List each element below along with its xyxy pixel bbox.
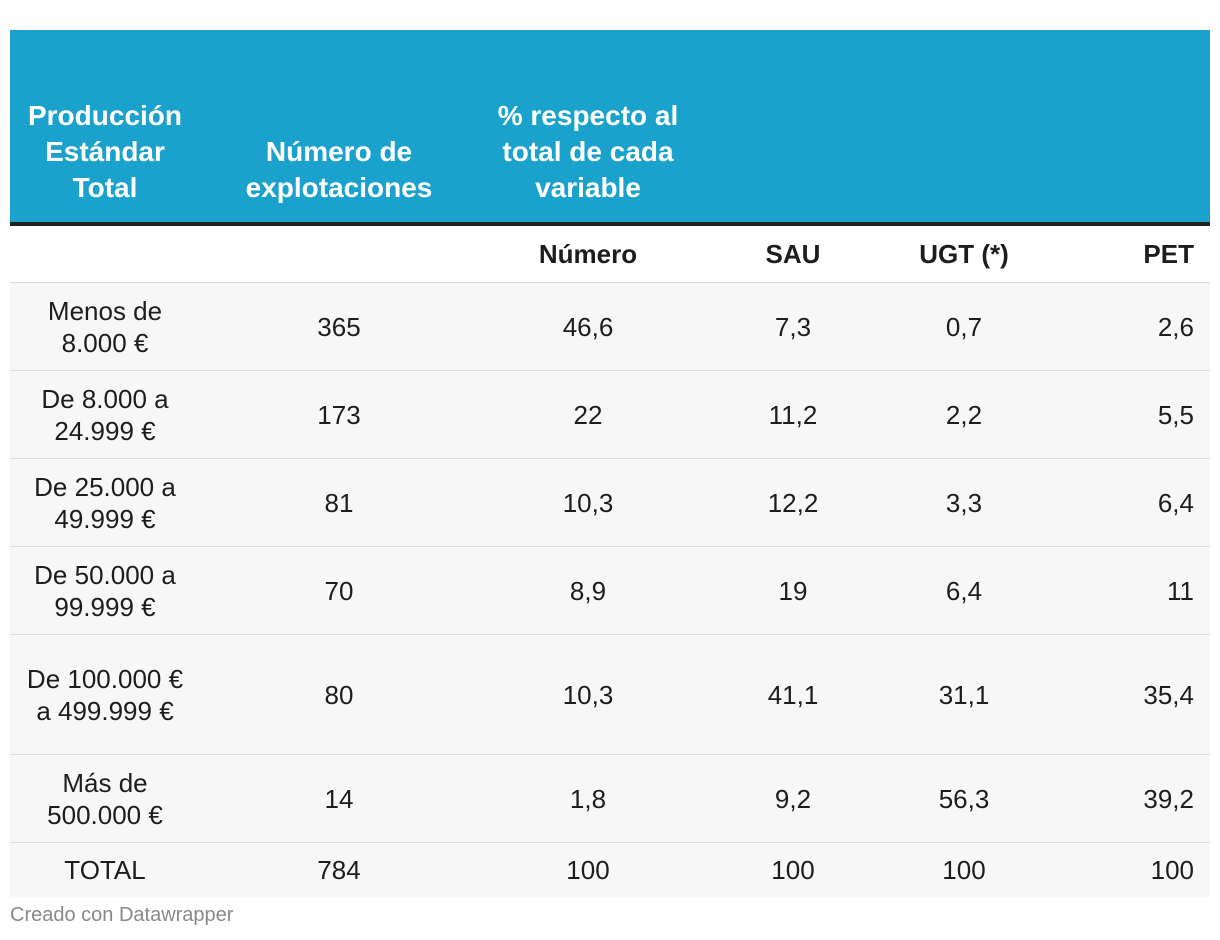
cell-numero: 10,3 [478, 458, 698, 547]
cell-numero: 10,3 [478, 634, 698, 755]
row-label: De 8.000 a 24.999 € [10, 370, 200, 459]
cell-explotaciones: 14 [200, 754, 478, 843]
cell-explotaciones: 80 [200, 634, 478, 755]
data-table: Producción Estándar Total Número de expl… [10, 30, 1210, 897]
table-row: Más de 500.000 € 14 1,8 9,2 56,3 39,2 [10, 754, 1210, 843]
table-row: De 8.000 a 24.999 € 173 22 11,2 2,2 5,5 [10, 370, 1210, 459]
cell-numero: 46,6 [478, 282, 698, 371]
cell-numero: 1,8 [478, 754, 698, 843]
header-empty-4 [698, 30, 888, 226]
header-produccion: Producción Estándar Total [10, 30, 200, 226]
cell-ugt: 3,3 [888, 458, 1040, 547]
row-label: De 100.000 € a 499.999 € [10, 634, 200, 755]
table-row-total: TOTAL 784 100 100 100 100 [10, 842, 1210, 897]
cell-explotaciones: 784 [200, 842, 478, 897]
table-subheader-row: Número SAU UGT (*) PET [10, 224, 1210, 283]
table-row: De 50.000 a 99.999 € 70 8,9 19 6,4 11 [10, 546, 1210, 635]
cell-pet: 35,4 [1040, 634, 1210, 755]
cell-pet: 6,4 [1040, 458, 1210, 547]
subheader-ugt: UGT (*) [888, 224, 1040, 283]
subheader-empty-2 [200, 224, 478, 283]
header-empty-5 [888, 30, 1040, 226]
table-row: De 25.000 a 49.999 € 81 10,3 12,2 3,3 6,… [10, 458, 1210, 547]
cell-pet: 100 [1040, 842, 1210, 897]
row-label: De 25.000 a 49.999 € [10, 458, 200, 547]
data-table-container: Producción Estándar Total Número de expl… [10, 30, 1210, 897]
header-numero-explotaciones: Número de explotaciones [200, 30, 478, 226]
cell-explotaciones: 81 [200, 458, 478, 547]
subheader-numero: Número [478, 224, 698, 283]
cell-ugt: 2,2 [888, 370, 1040, 459]
cell-explotaciones: 173 [200, 370, 478, 459]
table-header-row: Producción Estándar Total Número de expl… [10, 30, 1210, 226]
cell-ugt: 100 [888, 842, 1040, 897]
cell-numero: 22 [478, 370, 698, 459]
header-empty-6 [1040, 30, 1210, 226]
row-label: Menos de 8.000 € [10, 282, 200, 371]
row-label: De 50.000 a 99.999 € [10, 546, 200, 635]
cell-sau: 41,1 [698, 634, 888, 755]
cell-pet: 5,5 [1040, 370, 1210, 459]
cell-numero: 100 [478, 842, 698, 897]
cell-sau: 12,2 [698, 458, 888, 547]
cell-explotaciones: 365 [200, 282, 478, 371]
cell-sau: 7,3 [698, 282, 888, 371]
subheader-pet: PET [1040, 224, 1210, 283]
cell-sau: 11,2 [698, 370, 888, 459]
cell-ugt: 0,7 [888, 282, 1040, 371]
cell-numero: 8,9 [478, 546, 698, 635]
row-label-total: TOTAL [10, 842, 200, 897]
cell-sau: 9,2 [698, 754, 888, 843]
cell-pet: 11 [1040, 546, 1210, 635]
row-label: Más de 500.000 € [10, 754, 200, 843]
cell-explotaciones: 70 [200, 546, 478, 635]
table-row: De 100.000 € a 499.999 € 80 10,3 41,1 31… [10, 634, 1210, 755]
cell-sau: 19 [698, 546, 888, 635]
cell-pet: 39,2 [1040, 754, 1210, 843]
cell-ugt: 56,3 [888, 754, 1040, 843]
cell-pet: 2,6 [1040, 282, 1210, 371]
subheader-sau: SAU [698, 224, 888, 283]
header-porcentaje: % respecto al total de cada variable [478, 30, 698, 226]
subheader-empty-1 [10, 224, 200, 283]
cell-sau: 100 [698, 842, 888, 897]
cell-ugt: 6,4 [888, 546, 1040, 635]
datawrapper-credit: Creado con Datawrapper [10, 904, 234, 926]
cell-ugt: 31,1 [888, 634, 1040, 755]
table-row: Menos de 8.000 € 365 46,6 7,3 0,7 2,6 [10, 282, 1210, 371]
